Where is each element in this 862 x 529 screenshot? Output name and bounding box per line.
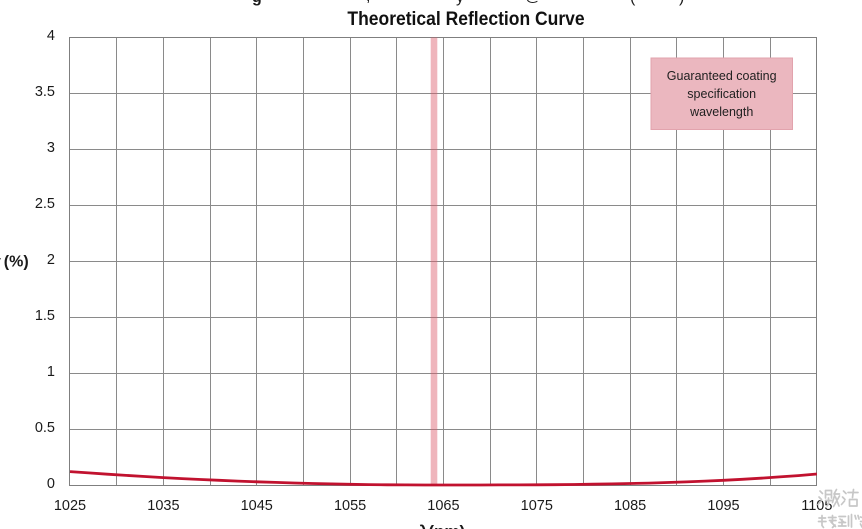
svg-text:,: , (366, 0, 370, 5)
svg-text:3: 3 (47, 140, 55, 156)
svg-text:1105: 1105 (801, 498, 832, 514)
svg-text:wavelength: wavelength (689, 105, 753, 119)
svg-text:1035: 1035 (147, 498, 179, 514)
svg-text:1: 1 (47, 364, 55, 380)
svg-text:1095: 1095 (707, 498, 739, 514)
svg-text:1055: 1055 (334, 498, 366, 514)
svg-text:): ) (679, 0, 684, 6)
svg-text:Theoretical Reflection Curve: Theoretical Reflection Curve (347, 7, 584, 29)
svg-text:y: y (456, 0, 464, 6)
svg-text:1045: 1045 (241, 498, 273, 514)
svg-text:0.5: 0.5 (35, 420, 55, 436)
svg-text:g: g (252, 0, 262, 6)
svg-text:specification: specification (687, 87, 756, 101)
svg-text:2.5: 2.5 (35, 196, 55, 212)
svg-text:1065: 1065 (427, 498, 459, 514)
svg-text:1085: 1085 (614, 498, 646, 514)
svg-text:0: 0 (47, 476, 55, 492)
svg-text:3.5: 3.5 (35, 84, 55, 100)
svg-text:2: 2 (47, 252, 55, 268)
svg-text:Guaranteed coating: Guaranteed coating (667, 69, 777, 83)
svg-text:4: 4 (47, 28, 55, 44)
svg-text:y: y (0, 254, 1, 271)
svg-text:(%): (%) (4, 254, 29, 271)
svg-text:1.5: 1.5 (35, 308, 55, 324)
svg-text:1025: 1025 (54, 498, 86, 514)
svg-text:λ(nm): λ(nm) (419, 522, 465, 529)
svg-text:@: @ (525, 0, 541, 5)
svg-text:(: ( (630, 0, 636, 6)
svg-text:1075: 1075 (521, 498, 553, 514)
